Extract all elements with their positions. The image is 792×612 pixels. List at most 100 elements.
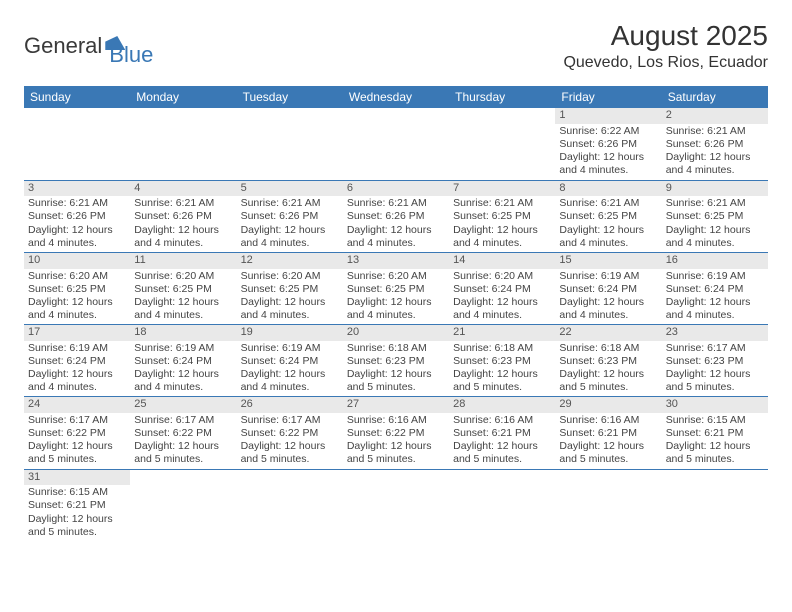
calendar-row: 1Sunrise: 6:22 AMSunset: 6:26 PMDaylight… [24, 108, 768, 180]
daylight-line-2: and 4 minutes. [453, 309, 551, 322]
daylight-line-2: and 4 minutes. [134, 237, 232, 250]
daylight-line-1: Daylight: 12 hours [241, 440, 339, 453]
day-details: Sunrise: 6:16 AMSunset: 6:22 PMDaylight:… [343, 413, 449, 469]
sunset-line: Sunset: 6:24 PM [666, 283, 764, 296]
calendar-cell: 10Sunrise: 6:20 AMSunset: 6:25 PMDayligh… [24, 252, 130, 324]
calendar-cell: 6Sunrise: 6:21 AMSunset: 6:26 PMDaylight… [343, 180, 449, 252]
weekday-header: Tuesday [237, 86, 343, 108]
sunset-line: Sunset: 6:25 PM [28, 283, 126, 296]
weekday-header: Wednesday [343, 86, 449, 108]
daylight-line-2: and 5 minutes. [28, 453, 126, 466]
day-number: 13 [343, 253, 449, 269]
day-number: 5 [237, 181, 343, 197]
page-title: August 2025 [563, 20, 768, 52]
weekday-header: Friday [555, 86, 661, 108]
sunrise-line: Sunrise: 6:16 AM [347, 414, 445, 427]
daylight-line-2: and 5 minutes. [453, 381, 551, 394]
calendar-cell: 3Sunrise: 6:21 AMSunset: 6:26 PMDaylight… [24, 180, 130, 252]
sunset-line: Sunset: 6:26 PM [347, 210, 445, 223]
sunset-line: Sunset: 6:25 PM [453, 210, 551, 223]
daylight-line-1: Daylight: 12 hours [241, 368, 339, 381]
calendar-cell: 23Sunrise: 6:17 AMSunset: 6:23 PMDayligh… [662, 325, 768, 397]
daylight-line-2: and 4 minutes. [241, 381, 339, 394]
day-number: 6 [343, 181, 449, 197]
day-number: 30 [662, 397, 768, 413]
sunrise-line: Sunrise: 6:21 AM [134, 197, 232, 210]
header: General Blue August 2025 Quevedo, Los Ri… [0, 0, 792, 72]
day-details: Sunrise: 6:21 AMSunset: 6:25 PMDaylight:… [449, 196, 555, 252]
day-number: 3 [24, 181, 130, 197]
day-details: Sunrise: 6:17 AMSunset: 6:22 PMDaylight:… [130, 413, 236, 469]
sunset-line: Sunset: 6:21 PM [453, 427, 551, 440]
sunset-line: Sunset: 6:22 PM [134, 427, 232, 440]
daylight-line-1: Daylight: 12 hours [347, 440, 445, 453]
day-number: 17 [24, 325, 130, 341]
day-number: 23 [662, 325, 768, 341]
day-details: Sunrise: 6:17 AMSunset: 6:22 PMDaylight:… [24, 413, 130, 469]
sunrise-line: Sunrise: 6:20 AM [241, 270, 339, 283]
day-details: Sunrise: 6:17 AMSunset: 6:23 PMDaylight:… [662, 341, 768, 397]
sunrise-line: Sunrise: 6:16 AM [453, 414, 551, 427]
day-details: Sunrise: 6:16 AMSunset: 6:21 PMDaylight:… [555, 413, 661, 469]
day-details: Sunrise: 6:20 AMSunset: 6:25 PMDaylight:… [130, 269, 236, 325]
day-details: Sunrise: 6:18 AMSunset: 6:23 PMDaylight:… [449, 341, 555, 397]
day-details: Sunrise: 6:21 AMSunset: 6:25 PMDaylight:… [662, 196, 768, 252]
daylight-line-2: and 4 minutes. [559, 237, 657, 250]
calendar-cell: 1Sunrise: 6:22 AMSunset: 6:26 PMDaylight… [555, 108, 661, 180]
daylight-line-2: and 4 minutes. [666, 237, 764, 250]
sunset-line: Sunset: 6:24 PM [453, 283, 551, 296]
day-number: 11 [130, 253, 236, 269]
calendar-cell: 31Sunrise: 6:15 AMSunset: 6:21 PMDayligh… [24, 469, 130, 541]
sunrise-line: Sunrise: 6:21 AM [453, 197, 551, 210]
daylight-line-2: and 5 minutes. [666, 381, 764, 394]
daylight-line-2: and 4 minutes. [666, 164, 764, 177]
sunset-line: Sunset: 6:24 PM [28, 355, 126, 368]
daylight-line-1: Daylight: 12 hours [28, 224, 126, 237]
sunrise-line: Sunrise: 6:19 AM [666, 270, 764, 283]
daylight-line-2: and 4 minutes. [347, 309, 445, 322]
daylight-line-1: Daylight: 12 hours [134, 368, 232, 381]
sunset-line: Sunset: 6:24 PM [241, 355, 339, 368]
daylight-line-2: and 4 minutes. [28, 381, 126, 394]
sunrise-line: Sunrise: 6:21 AM [241, 197, 339, 210]
calendar-row: 10Sunrise: 6:20 AMSunset: 6:25 PMDayligh… [24, 252, 768, 324]
day-details: Sunrise: 6:21 AMSunset: 6:26 PMDaylight:… [24, 196, 130, 252]
daylight-line-2: and 4 minutes. [28, 309, 126, 322]
day-number: 21 [449, 325, 555, 341]
day-details: Sunrise: 6:19 AMSunset: 6:24 PMDaylight:… [555, 269, 661, 325]
sunset-line: Sunset: 6:25 PM [347, 283, 445, 296]
sunset-line: Sunset: 6:25 PM [666, 210, 764, 223]
daylight-line-1: Daylight: 12 hours [347, 296, 445, 309]
daylight-line-1: Daylight: 12 hours [666, 296, 764, 309]
day-details: Sunrise: 6:19 AMSunset: 6:24 PMDaylight:… [130, 341, 236, 397]
sunset-line: Sunset: 6:26 PM [134, 210, 232, 223]
daylight-line-2: and 5 minutes. [559, 453, 657, 466]
sunrise-line: Sunrise: 6:22 AM [559, 125, 657, 138]
sunrise-line: Sunrise: 6:21 AM [347, 197, 445, 210]
day-number: 28 [449, 397, 555, 413]
day-number: 1 [555, 108, 661, 124]
day-number: 18 [130, 325, 236, 341]
sunset-line: Sunset: 6:25 PM [241, 283, 339, 296]
sunrise-line: Sunrise: 6:20 AM [347, 270, 445, 283]
calendar-row: 17Sunrise: 6:19 AMSunset: 6:24 PMDayligh… [24, 325, 768, 397]
daylight-line-2: and 4 minutes. [666, 309, 764, 322]
day-number: 15 [555, 253, 661, 269]
sunrise-line: Sunrise: 6:19 AM [28, 342, 126, 355]
day-number: 24 [24, 397, 130, 413]
sunrise-line: Sunrise: 6:20 AM [28, 270, 126, 283]
sunrise-line: Sunrise: 6:17 AM [241, 414, 339, 427]
sunrise-line: Sunrise: 6:17 AM [28, 414, 126, 427]
sunset-line: Sunset: 6:26 PM [28, 210, 126, 223]
daylight-line-1: Daylight: 12 hours [28, 368, 126, 381]
day-details: Sunrise: 6:19 AMSunset: 6:24 PMDaylight:… [24, 341, 130, 397]
daylight-line-1: Daylight: 12 hours [347, 224, 445, 237]
daylight-line-1: Daylight: 12 hours [559, 151, 657, 164]
daylight-line-1: Daylight: 12 hours [453, 368, 551, 381]
sunrise-line: Sunrise: 6:19 AM [134, 342, 232, 355]
calendar-cell: 28Sunrise: 6:16 AMSunset: 6:21 PMDayligh… [449, 397, 555, 469]
sunset-line: Sunset: 6:23 PM [666, 355, 764, 368]
logo-text-1: General [24, 33, 102, 59]
calendar-cell: 22Sunrise: 6:18 AMSunset: 6:23 PMDayligh… [555, 325, 661, 397]
calendar-cell [237, 108, 343, 180]
